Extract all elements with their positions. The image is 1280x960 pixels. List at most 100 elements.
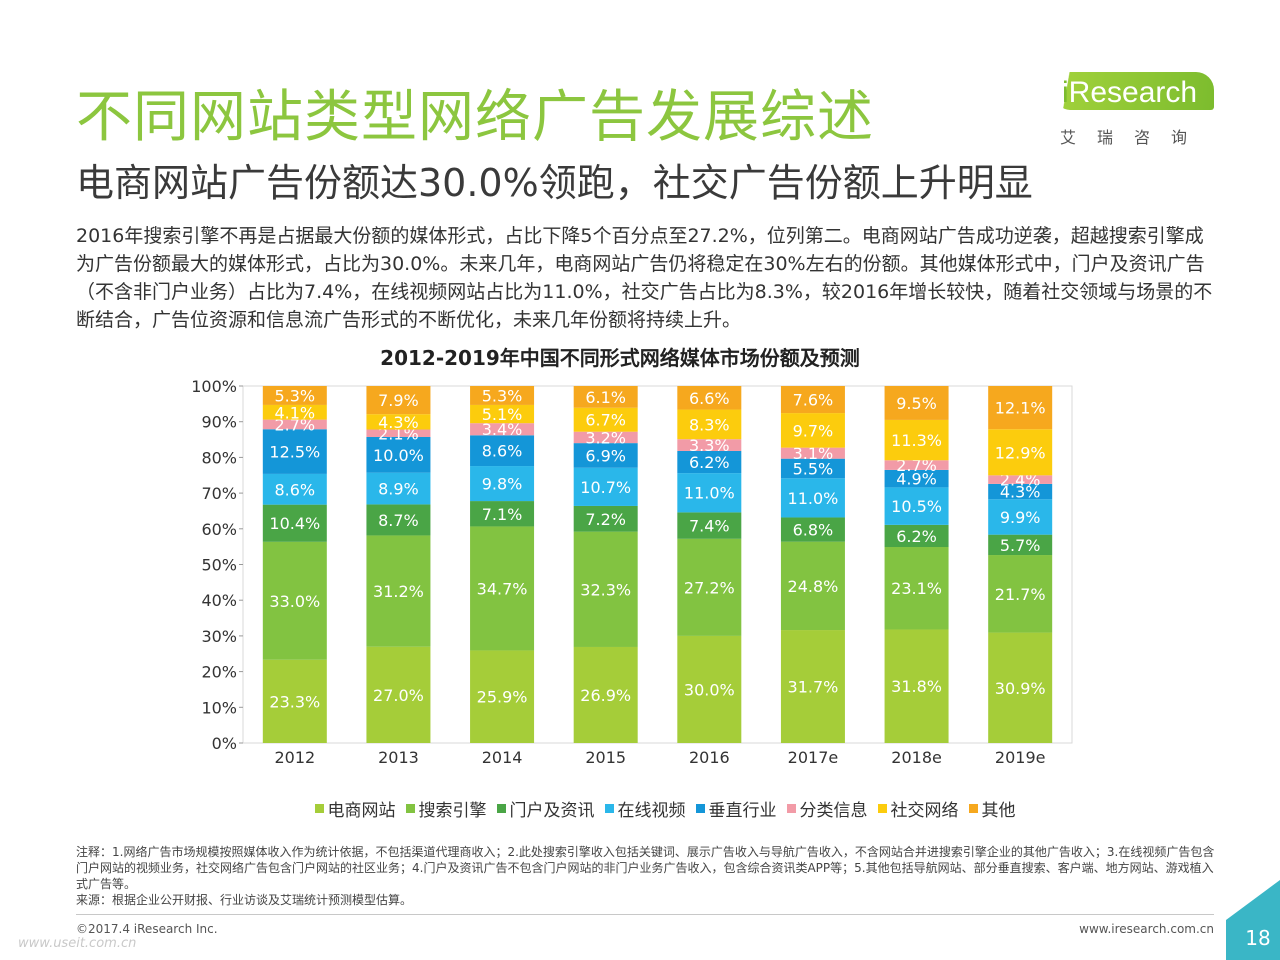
bar-segment <box>573 431 638 444</box>
copyright: ©2017.4 iResearch Inc. <box>76 922 218 936</box>
legend-item: 其他 <box>968 796 1016 821</box>
legend-swatch <box>405 804 415 813</box>
source-text: 来源：根据企业公开财报、行业访谈及艾瑞统计预测模型估算。 <box>76 893 413 907</box>
bar-segment <box>262 504 327 542</box>
data-label: 6.2% <box>689 453 730 472</box>
bar-segment <box>884 629 949 743</box>
data-label: 11.0% <box>684 484 735 503</box>
y-tick-label: 50% <box>201 556 237 575</box>
data-label: 8.7% <box>378 511 419 530</box>
bar-segment <box>470 435 535 467</box>
data-label: 11.3% <box>891 431 942 450</box>
logo-text: iResearch <box>1062 76 1197 110</box>
data-label: 4.9% <box>896 470 937 489</box>
logo-word: Research <box>1068 76 1198 109</box>
data-label: 8.6% <box>482 442 523 461</box>
data-label: 34.7% <box>477 579 528 598</box>
bar-segment <box>780 413 845 448</box>
data-label: 21.7% <box>995 585 1046 604</box>
bar-segment <box>988 483 1053 500</box>
bar-segment <box>677 439 742 451</box>
page-subtitle: 电商网站广告份额达30.0%领跑，社交广告份额上升明显 <box>76 161 1033 205</box>
data-label: 5.3% <box>274 386 315 405</box>
bar-segment <box>780 517 845 542</box>
description-paragraph: 2016年搜索引擎不再是占据最大份额的媒体形式，占比下降5个百分点至27.2%，… <box>76 225 1213 331</box>
bar-segment <box>780 541 845 631</box>
bar-segment <box>677 473 742 513</box>
data-label: 6.9% <box>585 446 626 465</box>
bar-segment <box>884 419 949 461</box>
bar-segment <box>366 429 431 437</box>
data-label: 2.7% <box>896 456 937 475</box>
data-label: 9.8% <box>482 475 523 494</box>
bar-segment <box>573 505 638 532</box>
bar-segment <box>470 650 535 743</box>
data-label: 6.6% <box>689 389 730 408</box>
data-label: 5.3% <box>482 386 523 405</box>
bar-segment <box>366 646 431 743</box>
legend-label: 在线视频 <box>617 801 686 821</box>
data-label: 12.5% <box>269 443 320 462</box>
x-tick-label: 2019e <box>995 748 1046 767</box>
bar-segment <box>884 547 949 630</box>
legend-label: 社交网络 <box>890 801 959 821</box>
legend-label: 搜索引擎 <box>418 801 487 821</box>
data-label: 3.3% <box>689 436 730 455</box>
bar-segment <box>884 386 949 420</box>
legend-swatch <box>877 804 887 813</box>
bar-segment <box>677 538 742 636</box>
data-label: 23.1% <box>891 579 942 598</box>
page-title: 不同网站类型网络广告发展综述 <box>76 85 874 150</box>
website-url[interactable]: www.iresearch.com.cn <box>1079 922 1214 936</box>
watermark: www.useit.com.cn <box>18 936 137 951</box>
data-label: 2.7% <box>274 415 315 434</box>
legend-swatch <box>786 804 796 813</box>
data-label: 10.4% <box>269 514 320 533</box>
bar-segment <box>677 635 742 743</box>
bar-segment <box>366 386 431 415</box>
y-tick-label: 30% <box>201 627 237 646</box>
bar-segment <box>573 386 638 408</box>
data-label: 33.0% <box>269 592 320 611</box>
data-label: 24.8% <box>788 577 839 596</box>
data-label: 5.7% <box>1000 536 1041 555</box>
y-tick-label: 100% <box>191 377 237 396</box>
data-label: 9.5% <box>896 394 937 413</box>
data-label: 6.1% <box>585 388 626 407</box>
legend-label: 电商网站 <box>327 801 396 821</box>
bar-segment <box>366 535 431 647</box>
legend-item: 社交网络 <box>877 796 959 821</box>
y-tick-label: 60% <box>201 520 237 539</box>
bar-segment <box>884 487 949 525</box>
x-tick-label: 2013 <box>378 748 419 767</box>
legend-item: 垂直行业 <box>695 796 777 821</box>
logo-letter-i: i <box>1062 76 1069 109</box>
y-tick-label: 80% <box>201 448 237 467</box>
legend-label: 分类信息 <box>799 801 868 821</box>
data-label: 8.6% <box>274 480 315 499</box>
data-label: 27.2% <box>684 578 735 597</box>
data-label: 7.4% <box>689 517 730 536</box>
data-label: 3.2% <box>585 428 626 447</box>
data-label: 5.5% <box>793 459 834 478</box>
data-label: 6.7% <box>585 411 626 430</box>
data-label: 32.3% <box>580 580 631 599</box>
legend-label: 门户及资讯 <box>509 801 595 821</box>
data-label: 31.7% <box>788 678 839 697</box>
bar-segment <box>470 423 535 436</box>
bar-segment <box>262 386 327 405</box>
x-tick-label: 2012 <box>274 748 315 767</box>
data-label: 12.1% <box>995 399 1046 418</box>
y-tick-label: 10% <box>201 698 237 717</box>
data-label: 8.3% <box>689 415 730 434</box>
bar-segment <box>573 407 638 432</box>
bar-segment <box>884 469 949 488</box>
notes-text: 注释：1.网络广告市场规模按照媒体收入作为统计依据，不包括渠道代理商收入；2.此… <box>76 845 1215 891</box>
bar-segment <box>262 473 327 505</box>
bar-segment <box>988 534 1053 556</box>
legend-swatch <box>604 804 614 813</box>
data-label: 26.9% <box>580 686 631 705</box>
data-label: 31.2% <box>373 582 424 601</box>
y-tick-label: 20% <box>201 663 237 682</box>
bar-segment <box>366 504 431 536</box>
